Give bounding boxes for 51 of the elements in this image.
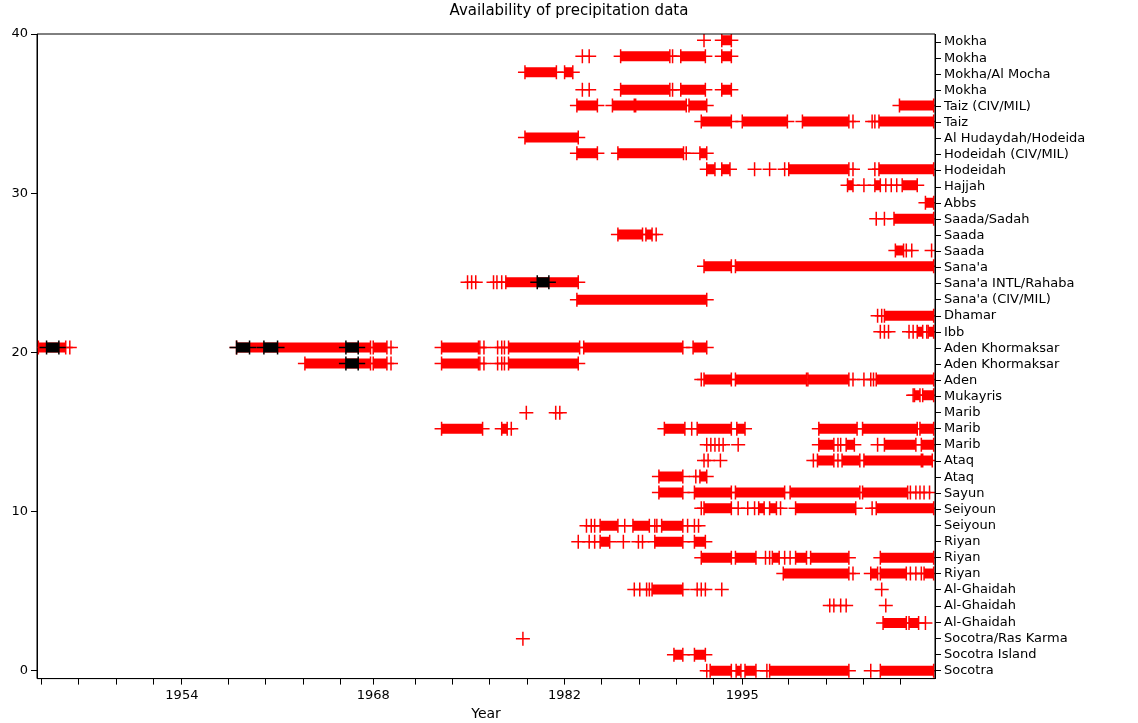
category-label: Al-Ghaidah — [944, 597, 1017, 613]
x-tick-label: 1968 — [356, 686, 390, 702]
category-label: Mukayris — [944, 387, 1003, 403]
x-tick-label: 1954 — [165, 686, 199, 702]
category-label: Saada — [944, 242, 985, 258]
category-label: Saada — [944, 226, 985, 242]
category-label: Marib — [944, 420, 981, 436]
category-label: Ataq — [944, 452, 974, 468]
category-label: Hodeidah (CIV/MIL) — [944, 146, 1069, 162]
category-label: Hajjah — [944, 178, 986, 194]
category-label: Aden Khormaksar — [944, 355, 1060, 371]
category-label: Taiz (CIV/MIL) — [944, 97, 1031, 113]
category-label: Taiz — [944, 114, 969, 130]
y-tick-label: 30 — [11, 184, 28, 200]
y-tick-label: 10 — [11, 502, 28, 518]
y-tick-label: 40 — [11, 25, 28, 41]
category-label: Sana'a (CIV/MIL) — [944, 291, 1051, 307]
category-label: Socotra Island — [944, 645, 1037, 661]
category-label: Seiyoun — [944, 500, 996, 516]
x-tick-label: 1982 — [548, 686, 582, 702]
y-tick-label: 20 — [11, 343, 28, 359]
category-label: Sana'a INTL/Rahaba — [944, 275, 1075, 291]
category-label: Seiyoun — [944, 516, 996, 532]
x-tick-label: 1995 — [725, 686, 759, 702]
category-label: Al-Ghaidah — [944, 581, 1017, 597]
category-label: Riyan — [944, 533, 981, 548]
chart-title: Availability of precipitation data — [449, 0, 689, 19]
category-label: Mokha/Al Mocha — [944, 65, 1051, 81]
category-label: Sana'a — [944, 259, 988, 275]
category-label: Ataq — [944, 468, 974, 484]
category-label: Al-Ghaidah — [944, 613, 1017, 629]
category-label: Mokha — [944, 49, 987, 65]
category-label: Marib — [944, 404, 981, 420]
category-label: Abbs — [944, 194, 977, 210]
category-label: Socotra — [944, 661, 994, 677]
x-axis-title: Year — [470, 705, 502, 722]
category-label: Aden — [944, 371, 978, 387]
category-label: Riyan — [944, 565, 981, 581]
category-label: Al Hudaydah/Hodeida — [944, 130, 1086, 146]
category-label: Hodeidah — [944, 162, 1007, 178]
category-label: Ibb — [944, 323, 965, 339]
y-tick-label: 0 — [19, 662, 28, 678]
category-label: Mokha — [944, 33, 987, 49]
category-label: Aden Khormaksar — [944, 339, 1060, 355]
category-label: Marib — [944, 436, 981, 452]
category-label: Dhamar — [944, 307, 997, 323]
category-label: Saada/Sadah — [944, 210, 1030, 226]
category-label: Riyan — [944, 549, 981, 565]
category-label: Socotra/Ras Karma — [944, 629, 1068, 645]
category-label: Mokha — [944, 81, 987, 97]
category-label: Sayun — [944, 484, 985, 500]
